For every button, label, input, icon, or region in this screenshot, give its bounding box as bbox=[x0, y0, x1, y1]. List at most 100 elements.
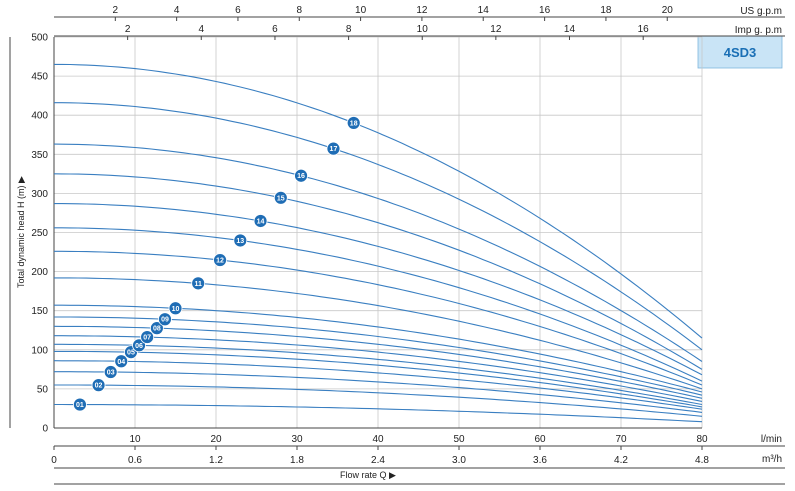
pump-curve-07 bbox=[54, 335, 703, 402]
unit-lmin: l/min bbox=[761, 434, 782, 445]
stage-badge-label: 05 bbox=[127, 350, 135, 357]
stage-badge-label: 04 bbox=[117, 359, 125, 366]
stage-badge-label: 12 bbox=[216, 258, 224, 265]
pump-curve-14 bbox=[54, 203, 703, 376]
imp-gpm-tick-label: 2 bbox=[125, 24, 131, 35]
pump-curve-05 bbox=[54, 350, 703, 408]
y-tick-label: 300 bbox=[31, 189, 48, 200]
y-axis-title: Total dynamic head H (m) ▶ bbox=[16, 176, 26, 288]
x-tick-label-lmin: 30 bbox=[291, 434, 303, 445]
stage-badge-label: 07 bbox=[143, 335, 151, 342]
y-tick-label: 200 bbox=[31, 267, 48, 278]
stage-badge-label: 13 bbox=[236, 238, 244, 245]
stage-badge-09 bbox=[158, 312, 172, 327]
unit-us-gpm: US g.p.m bbox=[740, 6, 782, 17]
pump-curve-10 bbox=[54, 304, 703, 393]
stage-badge-label: 17 bbox=[330, 146, 338, 153]
x-tick-label-lmin: 70 bbox=[615, 434, 627, 445]
us-gpm-tick-label: 18 bbox=[600, 5, 612, 16]
pump-curve-04 bbox=[53, 360, 703, 410]
pump-curve-11 bbox=[54, 277, 703, 390]
us-gpm-tick-label: 2 bbox=[113, 5, 119, 16]
x-tick-label-m3h: 0 bbox=[51, 455, 57, 466]
pump-curve-18 bbox=[54, 63, 703, 339]
stage-badge-16 bbox=[294, 168, 308, 183]
unit-m3h: m³/h bbox=[762, 454, 782, 465]
us-gpm-tick-label: 4 bbox=[174, 5, 180, 16]
curve-layer bbox=[53, 63, 703, 423]
x-tick-label-lmin: 10 bbox=[129, 434, 141, 445]
pump-curve-03 bbox=[54, 371, 703, 413]
x-tick-label-lmin: 50 bbox=[453, 434, 465, 445]
stage-badge-07 bbox=[140, 330, 155, 344]
y-tick-label: 50 bbox=[37, 384, 49, 395]
y-tick-label: 150 bbox=[31, 306, 48, 317]
stage-badge-label: 09 bbox=[161, 317, 169, 324]
x-axis-title: Flow rate Q ▶ bbox=[340, 470, 396, 480]
stage-badge-02 bbox=[91, 378, 106, 393]
imp-gpm-tick-label: 4 bbox=[198, 24, 204, 35]
us-gpm-tick-label: 8 bbox=[296, 5, 302, 16]
y-tick-label: 500 bbox=[31, 33, 48, 44]
stage-badge-12 bbox=[213, 253, 227, 267]
model-label-box bbox=[697, 35, 783, 69]
stage-badge-03 bbox=[103, 365, 118, 379]
us-gpm-tick-label: 10 bbox=[355, 5, 367, 16]
y-tick-label: 450 bbox=[31, 72, 48, 83]
stage-badge-label: 15 bbox=[277, 195, 285, 202]
x-tick-label-m3h: 1.8 bbox=[290, 455, 304, 466]
stage-badge-06 bbox=[132, 338, 146, 353]
y-tick-label: 0 bbox=[42, 424, 48, 435]
x-tick-label-m3h: 0.6 bbox=[128, 455, 142, 466]
model-label: 4SD3 bbox=[724, 45, 757, 60]
imp-gpm-tick-label: 16 bbox=[638, 24, 650, 35]
y-tick-label: 400 bbox=[31, 111, 48, 122]
stage-badge-10 bbox=[168, 301, 183, 316]
imp-gpm-tick-label: 12 bbox=[490, 24, 502, 35]
stage-badge-label: 18 bbox=[350, 120, 358, 127]
x-tick-label-lmin: 40 bbox=[372, 434, 384, 445]
unit-imp-gpm: Imp g. p.m bbox=[735, 25, 782, 36]
stage-badge-label: 11 bbox=[194, 281, 202, 288]
us-gpm-tick-label: 16 bbox=[539, 5, 551, 16]
stage-badge-label: 06 bbox=[135, 343, 143, 350]
pump-curve-02 bbox=[54, 384, 703, 417]
us-gpm-tick-label: 14 bbox=[478, 5, 490, 16]
grid-layer bbox=[54, 36, 703, 428]
y-tick-label: 100 bbox=[31, 345, 48, 356]
stage-badge-08 bbox=[149, 321, 164, 336]
x-tick-label-lmin: 80 bbox=[696, 434, 708, 445]
stage-badge-label: 08 bbox=[153, 326, 161, 333]
x-tick-label-m3h: 2.4 bbox=[371, 455, 385, 466]
stage-badge-01 bbox=[73, 397, 87, 412]
stage-badge-14 bbox=[253, 214, 268, 228]
stage-badge-label: 10 bbox=[172, 306, 180, 313]
pump-curve-12 bbox=[54, 250, 703, 386]
us-gpm-tick-label: 6 bbox=[235, 5, 241, 16]
stage-badge-label: 01 bbox=[76, 402, 84, 409]
pump-curve-13 bbox=[54, 227, 703, 382]
imp-gpm-tick-label: 10 bbox=[417, 24, 429, 35]
x-tick-label-m3h: 3.6 bbox=[533, 455, 547, 466]
stage-badge-11 bbox=[191, 276, 206, 291]
stage-badge-label: 14 bbox=[257, 218, 265, 225]
x-tick-label-m3h: 3.0 bbox=[452, 455, 466, 466]
x-tick-label-lmin: 60 bbox=[534, 434, 546, 445]
stage-badge-label: 16 bbox=[297, 173, 305, 180]
pump-curve-06 bbox=[54, 343, 703, 406]
pump-curve-15 bbox=[53, 173, 703, 370]
imp-gpm-tick-label: 14 bbox=[564, 24, 576, 35]
stage-badge-label: 02 bbox=[95, 383, 103, 390]
y-tick-label: 250 bbox=[31, 228, 48, 239]
stage-badge-13 bbox=[233, 233, 248, 248]
pump-curve-01 bbox=[54, 403, 703, 423]
pump-curve-16 bbox=[53, 143, 703, 362]
x-tick-label-m3h: 4.8 bbox=[695, 455, 709, 466]
x-tick-label-m3h: 1.2 bbox=[209, 455, 223, 466]
x-tick-label-lmin: 20 bbox=[210, 434, 222, 445]
stage-badge-17 bbox=[326, 141, 341, 156]
stage-badge-label: 03 bbox=[107, 370, 115, 377]
x-tick-label-m3h: 4.2 bbox=[614, 455, 628, 466]
